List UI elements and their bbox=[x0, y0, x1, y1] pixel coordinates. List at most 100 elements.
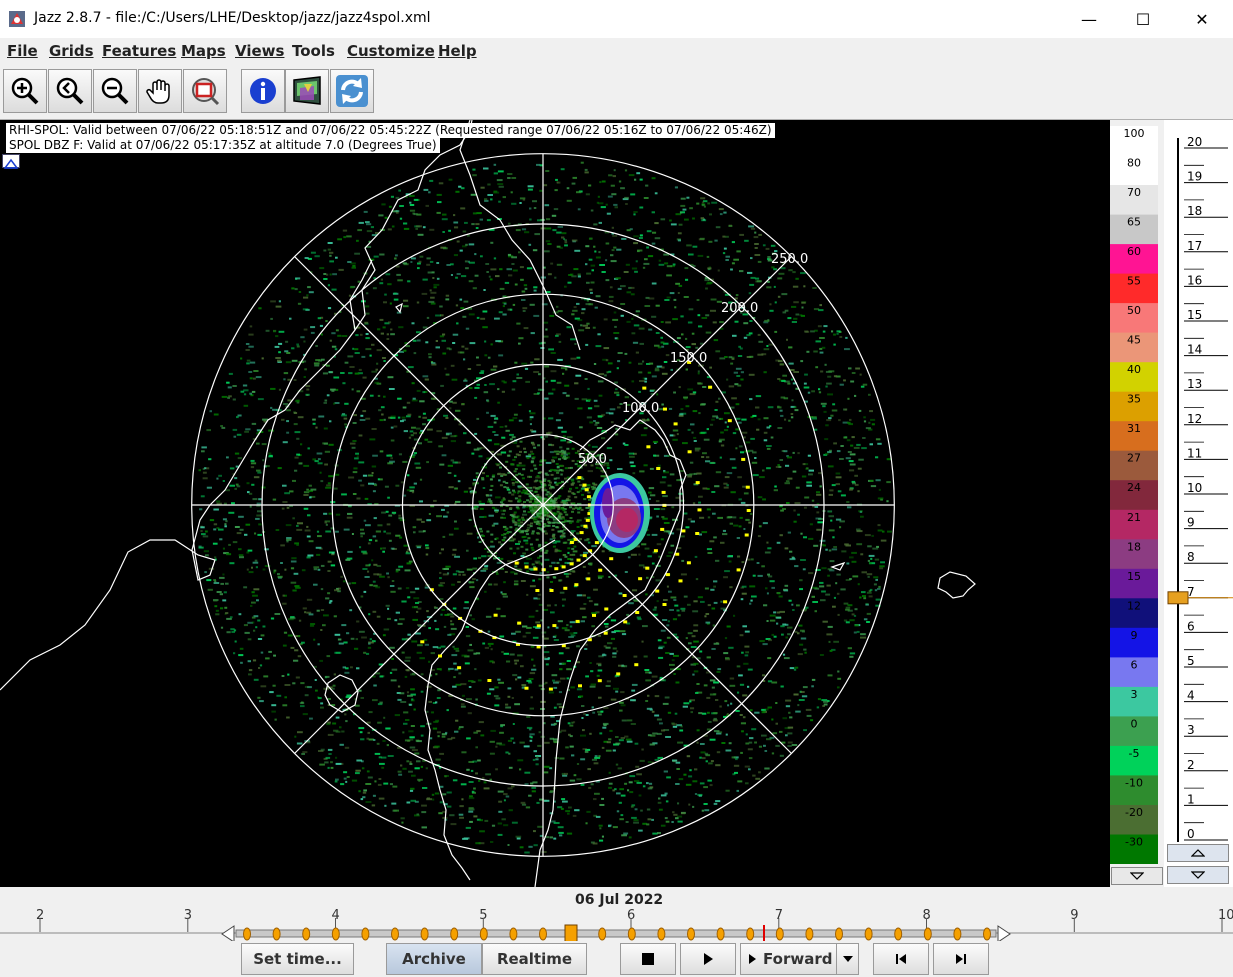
altitude-up-button[interactable] bbox=[1167, 844, 1229, 862]
direction-dropdown-button[interactable] bbox=[836, 943, 859, 975]
range-label-150: 150.0 bbox=[670, 351, 707, 366]
chevron-down-icon bbox=[842, 956, 853, 962]
altitude-tick-label: 2 bbox=[1187, 758, 1195, 772]
color-swatch bbox=[1110, 126, 1158, 156]
color-swatch bbox=[1110, 185, 1158, 215]
zoom-out-button[interactable] bbox=[93, 69, 137, 113]
stop-button[interactable] bbox=[620, 943, 676, 975]
title-bar: Jazz 2.8.7 - file:/C:/Users/LHE/Desktop/… bbox=[0, 0, 1233, 38]
timeline-hour-label: 4 bbox=[331, 908, 340, 923]
menu-customize[interactable]: Customize bbox=[347, 42, 435, 60]
color-swatch-label: 27 bbox=[1127, 452, 1141, 465]
color-swatch-label: -30 bbox=[1125, 836, 1143, 849]
set-time-button[interactable]: Set time... bbox=[241, 943, 354, 975]
zoom-back-icon bbox=[56, 77, 84, 105]
refresh-button[interactable] bbox=[330, 69, 374, 113]
close-icon: ✕ bbox=[1195, 9, 1209, 29]
zoom-back-button[interactable] bbox=[48, 69, 92, 113]
rain-band-layer bbox=[420, 360, 751, 691]
menu-maps[interactable]: Maps bbox=[181, 42, 226, 60]
collapse-legend-button[interactable] bbox=[2, 154, 20, 169]
color-swatch-label: 6 bbox=[1131, 658, 1138, 671]
altitude-tick-label: 18 bbox=[1187, 204, 1202, 218]
pan-button[interactable] bbox=[138, 69, 182, 113]
menu-tools[interactable]: Tools bbox=[292, 42, 335, 60]
radar-display[interactable]: 50.0 100.0 150.0 200.0 250.0 RHI-SPOL: V… bbox=[0, 120, 1110, 887]
close-button[interactable]: ✕ bbox=[1173, 0, 1231, 38]
color-swatch bbox=[1110, 627, 1158, 658]
altitude-down-button[interactable] bbox=[1167, 866, 1229, 884]
color-swatch bbox=[1110, 450, 1158, 481]
reset-zoom-button[interactable] bbox=[183, 69, 227, 113]
altitude-tick-label: 3 bbox=[1187, 723, 1195, 737]
coastline-map bbox=[0, 120, 976, 887]
color-swatch bbox=[1110, 421, 1158, 452]
timeline-frame-marker bbox=[598, 927, 607, 941]
range-rings bbox=[191, 153, 895, 857]
zoom-in-button[interactable] bbox=[3, 69, 47, 113]
color-swatch-label: 0 bbox=[1131, 717, 1138, 730]
menu-grids[interactable]: Grids bbox=[49, 42, 94, 60]
timeline-hour-label: 7 bbox=[774, 908, 784, 923]
altitude-tick-label: 8 bbox=[1187, 550, 1195, 564]
step-back-button[interactable] bbox=[873, 943, 929, 975]
altitude-tick-label: 5 bbox=[1187, 654, 1195, 668]
timeline-frame-marker bbox=[361, 927, 370, 941]
timeline-frame-marker bbox=[539, 927, 547, 941]
timeline-hour-label: 2 bbox=[36, 908, 45, 923]
direction-select[interactable]: Forward bbox=[740, 943, 837, 975]
radar-map[interactable]: 50.0 100.0 150.0 200.0 250.0 bbox=[0, 120, 1110, 887]
timeline-frame-marker bbox=[243, 927, 251, 941]
menu-help[interactable]: Help bbox=[438, 42, 477, 60]
altitude-slider[interactable]: 20 19 18 17 16 15 14 13 12 11 10 9 8 7 6 5 4 3 2 1 0 bbox=[1164, 120, 1233, 887]
play-button[interactable] bbox=[680, 943, 736, 975]
timeline-frame-marker bbox=[953, 927, 962, 941]
color-swatch-label: -5 bbox=[1129, 747, 1140, 760]
zoom-in-icon bbox=[11, 77, 39, 105]
info-button[interactable] bbox=[241, 69, 285, 113]
menu-file[interactable]: File bbox=[7, 42, 38, 60]
color-swatch bbox=[1110, 539, 1158, 570]
realtime-button[interactable]: Realtime bbox=[482, 943, 587, 975]
altitude-tick-label: 16 bbox=[1187, 273, 1202, 287]
timeline-hour-label: 3 bbox=[183, 908, 193, 923]
noise-echo-layer bbox=[198, 161, 892, 854]
step-forward-button[interactable] bbox=[933, 943, 989, 975]
range-ring-labels: 50.0 100.0 150.0 200.0 250.0 bbox=[578, 252, 808, 467]
altitude-tick-label: 6 bbox=[1187, 619, 1195, 633]
color-swatch bbox=[1110, 273, 1158, 304]
timeline-frame-marker bbox=[450, 927, 459, 941]
maximize-button[interactable]: ☐ bbox=[1114, 0, 1172, 38]
reset-zoom-icon bbox=[192, 78, 220, 106]
timeline-track[interactable] bbox=[0, 907, 1233, 941]
pan-hand-icon bbox=[146, 79, 170, 104]
color-swatch bbox=[1110, 716, 1158, 747]
archive-button[interactable]: Archive bbox=[386, 943, 482, 975]
layers-icon bbox=[293, 76, 321, 105]
timeline-frame-marker bbox=[420, 927, 429, 941]
color-swatch-label: 60 bbox=[1127, 245, 1141, 258]
altitude-tick-label: 0 bbox=[1187, 827, 1195, 841]
color-swatch bbox=[1110, 568, 1158, 599]
app-icon bbox=[9, 11, 25, 27]
color-swatch bbox=[1110, 745, 1158, 776]
timeline-frame-marker bbox=[746, 927, 755, 941]
color-swatch-label: 40 bbox=[1127, 363, 1141, 376]
altitude-tick-label: 20 bbox=[1187, 135, 1202, 149]
timeline-hour-label: 6 bbox=[627, 908, 636, 923]
direction-value: Forward bbox=[763, 950, 833, 968]
menu-features[interactable]: Features bbox=[102, 42, 177, 60]
color-swatch-label: 21 bbox=[1127, 511, 1141, 524]
altitude-tick-label: 17 bbox=[1187, 239, 1202, 253]
menu-views[interactable]: Views bbox=[235, 42, 285, 60]
window-title: Jazz 2.8.7 - file:/C:/Users/LHE/Desktop/… bbox=[34, 10, 431, 26]
layers-button[interactable] bbox=[285, 69, 329, 113]
color-swatch-label: -10 bbox=[1125, 776, 1143, 789]
info-line-rhi: RHI-SPOL: Valid between 07/06/22 05:18:5… bbox=[6, 123, 775, 138]
color-swatch bbox=[1110, 834, 1158, 864]
color-scale-scroll-down[interactable] bbox=[1111, 867, 1163, 885]
color-swatch bbox=[1110, 244, 1158, 275]
minimize-button[interactable]: — bbox=[1060, 0, 1118, 38]
altitude-tick-label: 13 bbox=[1187, 377, 1202, 391]
